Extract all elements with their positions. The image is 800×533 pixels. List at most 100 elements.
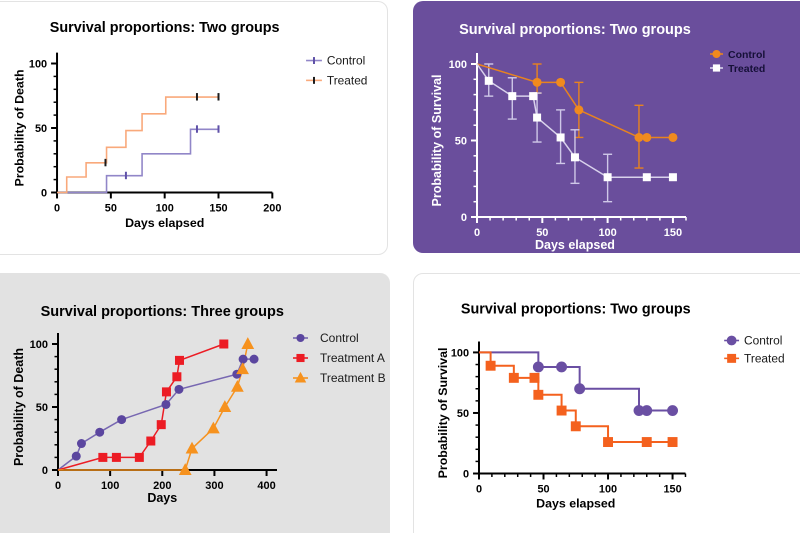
data-point	[641, 405, 653, 417]
legend-label: Treated	[744, 351, 785, 365]
data-point	[641, 437, 652, 447]
series-line-treated	[57, 96, 219, 194]
x-axis-label: Days elapsed	[536, 496, 615, 510]
data-point	[668, 173, 677, 182]
x-tick-label: 50	[536, 227, 548, 239]
legend-label: Treatment A	[320, 351, 385, 365]
data-point	[219, 339, 229, 349]
data-point	[71, 451, 81, 461]
data-point	[174, 384, 184, 394]
series-line-control	[478, 351, 673, 412]
data-point	[570, 421, 581, 432]
y-tick-label: 0	[41, 187, 47, 199]
data-point	[236, 362, 249, 375]
panel-survival-two-groups-white: 0 50 100 150 0 50 100 Survival proportions: Two…	[413, 273, 800, 533]
x-tick-label: 200	[263, 202, 281, 214]
x-tick-label: 100	[599, 483, 617, 495]
y-axis-label: Probability of Survival	[436, 348, 450, 479]
data-point	[185, 441, 199, 454]
data-point	[134, 452, 144, 462]
data-point	[241, 337, 255, 349]
data-point	[529, 92, 538, 101]
data-point	[574, 383, 586, 395]
x-tick-label: 0	[476, 483, 482, 495]
data-point	[603, 173, 612, 182]
legend-label: Control	[744, 333, 782, 347]
legend-item-control: Control	[293, 331, 359, 345]
survival-two-groups-purple-chart: 0 50 100 150 0 50 100 Survival proportions: Two…	[430, 22, 765, 252]
data-point	[532, 77, 542, 87]
data-point	[117, 415, 127, 425]
y-tick-label: 100	[451, 347, 469, 359]
series-line-control	[57, 128, 219, 194]
x-tick-label: 50	[105, 202, 117, 214]
y-axis-label: Probability of Death	[12, 348, 26, 466]
x-tick-label: 400	[257, 480, 275, 492]
data-point	[603, 437, 613, 447]
series-line-control	[476, 63, 673, 139]
data-point	[484, 76, 493, 85]
legend-item-treated: Treated	[306, 73, 367, 87]
data-point	[533, 389, 544, 400]
data-point	[294, 371, 307, 383]
legend-item-treated: Treated	[724, 351, 785, 365]
data-point	[174, 355, 184, 365]
legend-label: Treated	[728, 63, 765, 75]
data-point	[146, 436, 156, 446]
death-three-groups-chart: 0 100 200 300 400 0 50 100 Survival proportions:…	[12, 304, 386, 505]
x-tick-label: 100	[156, 202, 174, 214]
y-axis-label: Probability of Death	[12, 69, 26, 186]
data-point	[161, 387, 171, 397]
x-tick-label: 150	[663, 483, 681, 495]
chart-title: Survival proportions: Two groups	[461, 302, 691, 318]
survival-two-groups-white-chart: 0 50 100 150 0 50 100 Survival proportions: Two…	[436, 302, 785, 511]
data-point	[296, 333, 305, 343]
x-axis-label: Days	[147, 491, 177, 505]
chart-title: Survival proportions: Three groups	[41, 304, 284, 320]
x-axis-label: Days elapsed	[535, 238, 615, 252]
data-point	[668, 132, 678, 142]
x-tick-label: 300	[205, 480, 223, 492]
chart-title: Survival proportions: Two groups	[50, 20, 280, 36]
series-line-treatment-b	[58, 343, 249, 471]
series-line-treatment-a	[57, 343, 225, 471]
y-tick-label: 0	[461, 212, 467, 224]
legend-item-control: Control	[306, 54, 365, 68]
legend-label: Control	[728, 49, 765, 61]
chart-title: Survival proportions: Two groups	[459, 22, 691, 38]
data-point	[207, 421, 220, 434]
data-point	[570, 153, 579, 162]
y-axis-label: Probability of Survival	[430, 75, 444, 207]
y-tick-label: 0	[463, 468, 469, 480]
legend-label: Control	[320, 331, 359, 345]
data-point	[726, 335, 737, 346]
data-point	[642, 173, 651, 182]
legend-item-control: Control	[710, 49, 765, 61]
x-tick-label: 0	[474, 227, 480, 239]
y-tick-label: 0	[42, 465, 48, 477]
x-axis-label: Days elapsed	[125, 216, 204, 230]
data-point	[533, 113, 542, 122]
data-point	[76, 439, 86, 449]
data-point	[712, 49, 721, 59]
y-tick-label: 50	[457, 408, 469, 420]
data-point	[508, 92, 517, 101]
y-tick-label: 50	[36, 402, 48, 414]
data-point	[556, 361, 568, 373]
data-point	[532, 361, 544, 373]
data-point	[218, 400, 232, 412]
data-point	[249, 354, 259, 364]
legend-item-control: Control	[724, 333, 782, 347]
y-tick-label: 100	[449, 59, 467, 71]
data-point	[667, 405, 679, 417]
data-point	[178, 463, 192, 475]
panel-death-two-groups: 0 50 100 150 200 0 50 100 Survival proportions: …	[0, 1, 388, 255]
data-point	[172, 372, 182, 382]
panel-survival-two-groups-purple: 0 50 100 150 0 50 100 Survival proportions: Two…	[413, 1, 800, 253]
panel-death-three-groups: 0 100 200 300 400 0 50 100 Survival proportions:…	[0, 273, 390, 533]
data-point	[238, 354, 248, 364]
data-point	[556, 77, 566, 87]
legend-item-treatment-a: Treatment A	[293, 351, 385, 365]
x-tick-label: 0	[54, 202, 60, 214]
